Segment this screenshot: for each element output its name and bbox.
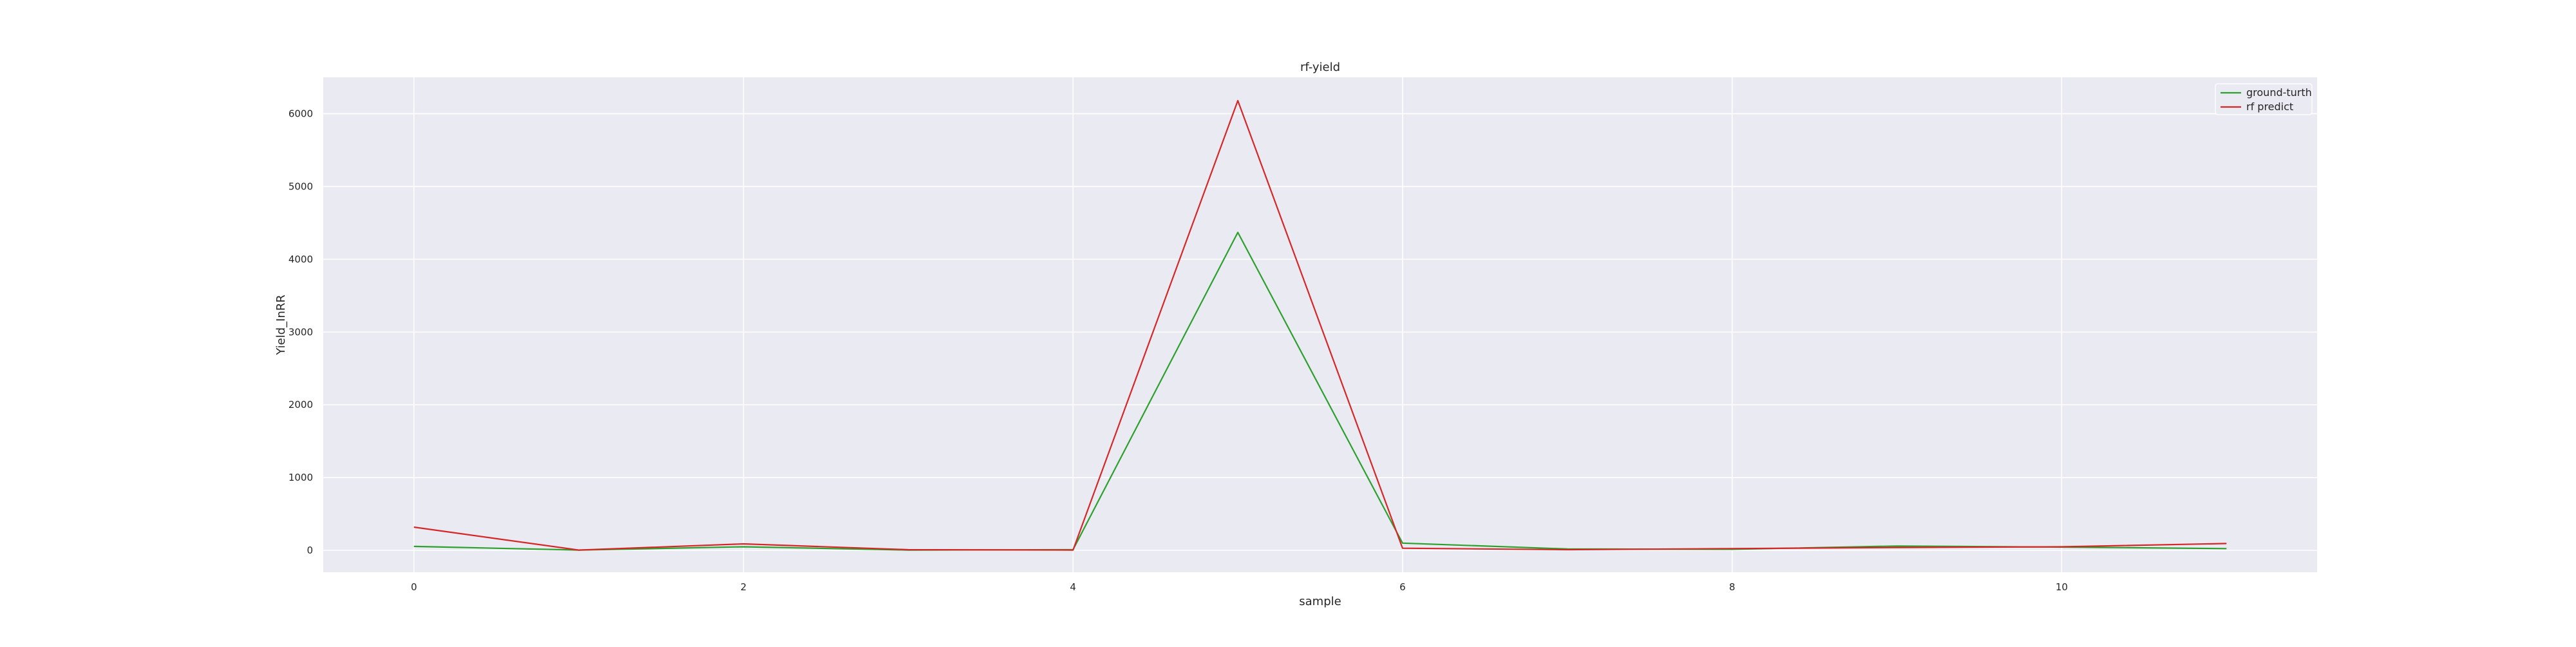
y-tick-label: 5000	[289, 180, 313, 192]
grid	[323, 77, 2317, 572]
ticks: 0 1000 2000 3000 4000 5000 6000 0 2 4 6 8 10	[289, 108, 2068, 593]
series	[413, 100, 2227, 551]
x-axis-label: sample	[1299, 595, 1341, 608]
x-tick-label: 10	[2056, 581, 2068, 593]
y-tick-label: 4000	[289, 253, 313, 265]
x-tick-label: 6	[1399, 581, 1406, 593]
x-tick-label: 8	[1729, 581, 1736, 593]
x-tick-label: 0	[411, 581, 417, 593]
series-line-2	[413, 100, 2227, 551]
x-tick-label: 2	[741, 581, 747, 593]
y-tick-label: 6000	[289, 108, 313, 119]
legend-label-1: ground-turth	[2246, 86, 2312, 99]
legend-label-2: rf predict	[2246, 101, 2293, 113]
y-tick-label: 0	[307, 545, 313, 556]
legend: ground-turth rf predict	[2215, 83, 2313, 115]
series-line-1	[413, 231, 2227, 551]
y-axis-label: Yield_InRR	[274, 295, 288, 356]
y-tick-label: 1000	[289, 472, 313, 483]
x-tick-label: 4	[1070, 581, 1076, 593]
chart-title: rf-yield	[1300, 61, 1340, 74]
y-tick-label: 3000	[289, 326, 313, 338]
y-tick-label: 2000	[289, 399, 313, 410]
